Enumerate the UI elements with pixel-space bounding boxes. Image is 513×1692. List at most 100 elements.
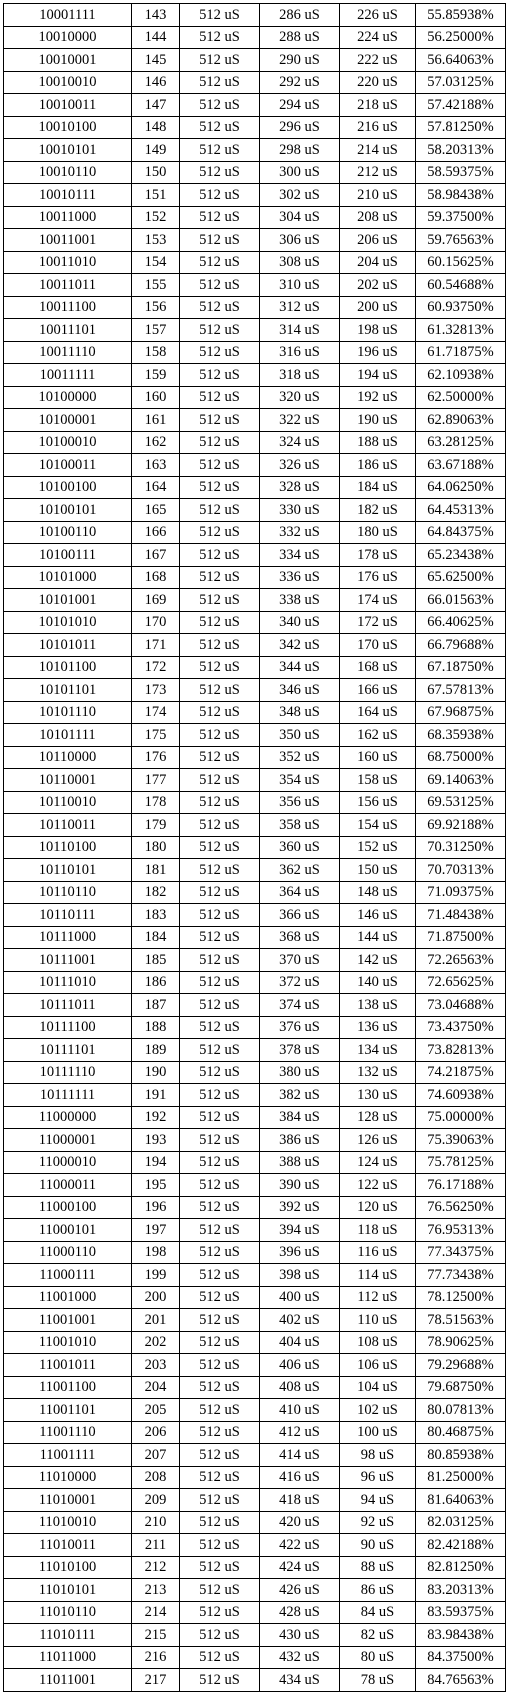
binary-value-cell: 11000011	[3, 1173, 132, 1197]
on-time-cell: 374 uS	[259, 993, 340, 1017]
off-time-cell: 126 uS	[339, 1128, 416, 1152]
period-cell: 512 uS	[179, 1668, 260, 1692]
table-row: 11000011 195 512 uS 390 uS 122 uS 76.17188%	[3, 1173, 506, 1197]
table-row: 10011011 155 512 uS 310 uS 202 uS 60.54688%	[3, 273, 506, 297]
decimal-value-cell: 147	[131, 93, 180, 117]
off-time-cell: 212 uS	[339, 160, 416, 184]
decimal-value-cell: 193	[131, 1128, 180, 1152]
off-time-cell: 140 uS	[339, 970, 416, 994]
table-row: 10101110 174 512 uS 348 uS 164 uS 67.96875%	[3, 700, 506, 724]
table-row: 10010000 144 512 uS 288 uS 224 uS 56.25000%	[3, 25, 506, 49]
off-time-cell: 158 uS	[339, 768, 416, 792]
table-row: 10110000 176 512 uS 352 uS 160 uS 68.75000%	[3, 745, 506, 769]
duty-cycle-cell: 84.76563%	[415, 1668, 506, 1692]
on-time-cell: 314 uS	[259, 318, 340, 342]
decimal-value-cell: 211	[131, 1533, 180, 1557]
binary-value-cell: 10110010	[3, 790, 132, 814]
binary-value-cell: 10111010	[3, 970, 132, 994]
duty-cycle-cell: 69.92188%	[415, 813, 506, 837]
on-time-cell: 306 uS	[259, 228, 340, 252]
binary-value-cell: 11010010	[3, 1510, 132, 1534]
table-row: 11001011 203 512 uS 406 uS 106 uS 79.29688%	[3, 1353, 506, 1377]
duty-cycle-cell: 60.15625%	[415, 250, 506, 274]
off-time-cell: 112 uS	[339, 1285, 416, 1309]
decimal-value-cell: 154	[131, 250, 180, 274]
decimal-value-cell: 171	[131, 633, 180, 657]
period-cell: 512 uS	[179, 1150, 260, 1174]
table-row: 10111110 190 512 uS 380 uS 132 uS 74.21875%	[3, 1060, 506, 1084]
table-row: 10101111 175 512 uS 350 uS 162 uS 68.35938%	[3, 723, 506, 747]
table-row: 11000000 192 512 uS 384 uS 128 uS 75.00000%	[3, 1105, 506, 1129]
period-cell: 512 uS	[179, 1083, 260, 1107]
off-time-cell: 142 uS	[339, 948, 416, 972]
on-time-cell: 318 uS	[259, 363, 340, 387]
binary-value-cell: 10101110	[3, 700, 132, 724]
binary-value-cell: 10101101	[3, 678, 132, 702]
decimal-value-cell: 200	[131, 1285, 180, 1309]
period-cell: 512 uS	[179, 1308, 260, 1332]
duty-cycle-cell: 74.21875%	[415, 1060, 506, 1084]
off-time-cell: 120 uS	[339, 1195, 416, 1219]
on-time-cell: 298 uS	[259, 138, 340, 162]
period-cell: 512 uS	[179, 1330, 260, 1354]
table-row: 11000111 199 512 uS 398 uS 114 uS 77.73438%	[3, 1263, 506, 1287]
binary-value-cell: 10011100	[3, 295, 132, 319]
decimal-value-cell: 212	[131, 1555, 180, 1579]
period-cell: 512 uS	[179, 768, 260, 792]
off-time-cell: 218 uS	[339, 93, 416, 117]
duty-cycle-cell: 72.65625%	[415, 970, 506, 994]
duty-cycle-cell: 57.81250%	[415, 115, 506, 139]
table-row: 11000001 193 512 uS 386 uS 126 uS 75.39063%	[3, 1128, 506, 1152]
duty-cycle-cell: 76.95313%	[415, 1218, 506, 1242]
on-time-cell: 434 uS	[259, 1668, 340, 1692]
binary-value-cell: 10010010	[3, 70, 132, 94]
binary-value-cell: 10010001	[3, 48, 132, 72]
off-time-cell: 210 uS	[339, 183, 416, 207]
off-time-cell: 164 uS	[339, 700, 416, 724]
duty-cycle-cell: 66.40625%	[415, 610, 506, 634]
binary-value-cell: 11001001	[3, 1308, 132, 1332]
on-time-cell: 286 uS	[259, 3, 340, 27]
binary-value-cell: 10110101	[3, 858, 132, 882]
table-row: 10101001 169 512 uS 338 uS 174 uS 66.01563%	[3, 588, 506, 612]
on-time-cell: 366 uS	[259, 903, 340, 927]
duty-cycle-cell: 61.32813%	[415, 318, 506, 342]
off-time-cell: 82 uS	[339, 1623, 416, 1647]
duty-cycle-cell: 63.67188%	[415, 453, 506, 477]
binary-value-cell: 11010011	[3, 1533, 132, 1557]
decimal-value-cell: 201	[131, 1308, 180, 1332]
binary-value-cell: 11001101	[3, 1398, 132, 1422]
on-time-cell: 294 uS	[259, 93, 340, 117]
off-time-cell: 154 uS	[339, 813, 416, 837]
period-cell: 512 uS	[179, 1240, 260, 1264]
duty-cycle-cell: 59.37500%	[415, 205, 506, 229]
table-row: 10001111 143 512 uS 286 uS 226 uS 55.85938%	[3, 3, 506, 27]
duty-cycle-cell: 78.12500%	[415, 1285, 506, 1309]
binary-value-cell: 10011110	[3, 340, 132, 364]
duty-cycle-cell: 57.42188%	[415, 93, 506, 117]
on-time-cell: 376 uS	[259, 1015, 340, 1039]
on-time-cell: 372 uS	[259, 970, 340, 994]
duty-cycle-cell: 59.76563%	[415, 228, 506, 252]
duty-cycle-cell: 75.39063%	[415, 1128, 506, 1152]
duty-cycle-cell: 80.07813%	[415, 1398, 506, 1422]
binary-value-cell: 11000001	[3, 1128, 132, 1152]
decimal-value-cell: 175	[131, 723, 180, 747]
period-cell: 512 uS	[179, 633, 260, 657]
off-time-cell: 110 uS	[339, 1308, 416, 1332]
on-time-cell: 382 uS	[259, 1083, 340, 1107]
on-time-cell: 412 uS	[259, 1420, 340, 1444]
on-time-cell: 418 uS	[259, 1488, 340, 1512]
off-time-cell: 184 uS	[339, 475, 416, 499]
table-row: 10011010 154 512 uS 308 uS 204 uS 60.15625%	[3, 250, 506, 274]
table-row: 11001111 207 512 uS 414 uS 98 uS 80.85938%	[3, 1443, 506, 1467]
binary-value-cell: 11001010	[3, 1330, 132, 1354]
table-row: 10110111 183 512 uS 366 uS 146 uS 71.48438%	[3, 903, 506, 927]
period-cell: 512 uS	[179, 745, 260, 769]
binary-value-cell: 10100010	[3, 430, 132, 454]
table-row: 11011001 217 512 uS 434 uS 78 uS 84.76563%	[3, 1668, 506, 1692]
binary-value-cell: 11001110	[3, 1420, 132, 1444]
decimal-value-cell: 197	[131, 1218, 180, 1242]
decimal-value-cell: 190	[131, 1060, 180, 1084]
